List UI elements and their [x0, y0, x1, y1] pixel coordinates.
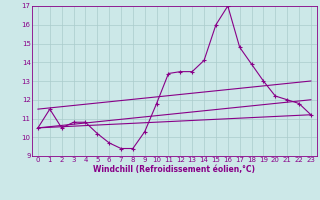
X-axis label: Windchill (Refroidissement éolien,°C): Windchill (Refroidissement éolien,°C) — [93, 165, 255, 174]
